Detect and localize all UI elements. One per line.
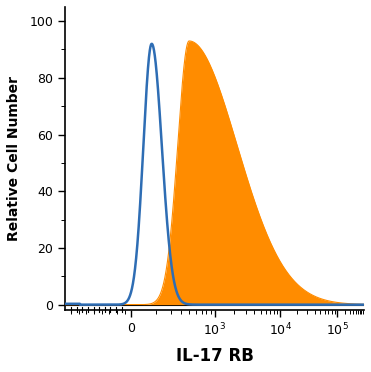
X-axis label: IL-17 RB: IL-17 RB (175, 347, 253, 365)
Y-axis label: Relative Cell Number: Relative Cell Number (7, 76, 21, 241)
